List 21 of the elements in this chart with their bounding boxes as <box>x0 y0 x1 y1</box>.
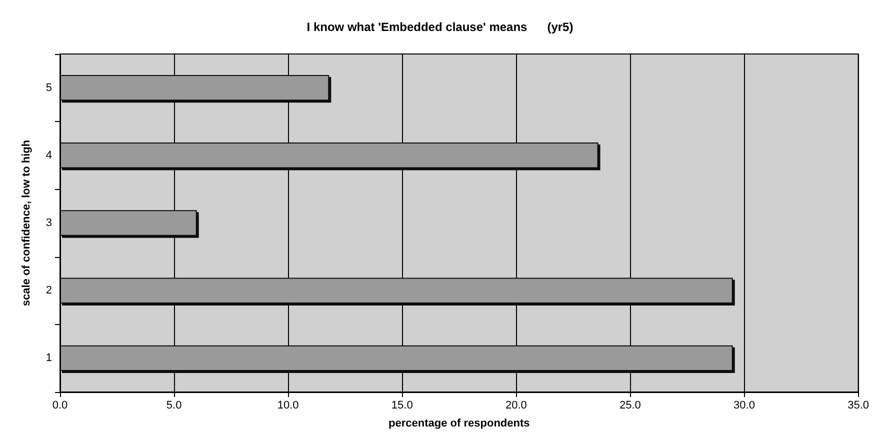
bar <box>60 210 197 236</box>
x-tick-label: 25.0 <box>620 400 641 412</box>
x-tick-label: 20.0 <box>505 400 527 412</box>
x-tick-label: 30.0 <box>734 400 755 412</box>
chart-title: I know what 'Embedded clause' means (yr5) <box>306 20 574 34</box>
y-tick-label: 1 <box>46 352 52 364</box>
x-axis-title: percentage of respondents <box>388 418 530 430</box>
x-tick-label: 15.0 <box>391 400 413 412</box>
x-tick-label: 0.0 <box>52 400 68 412</box>
y-tick-label: 2 <box>46 284 52 297</box>
x-tick-label: 10.0 <box>277 400 299 412</box>
x-tick-label: 5.0 <box>166 400 182 412</box>
x-tick-label: 35.0 <box>848 400 870 412</box>
bar <box>60 74 330 101</box>
bar <box>60 142 598 168</box>
bar <box>60 345 733 372</box>
y-tick-label: 5 <box>46 82 52 94</box>
y-axis-title: scale of confidence, low to high <box>20 140 32 306</box>
y-tick-label: 4 <box>46 149 52 162</box>
bar <box>60 278 733 304</box>
y-tick-label: 3 <box>46 217 52 229</box>
